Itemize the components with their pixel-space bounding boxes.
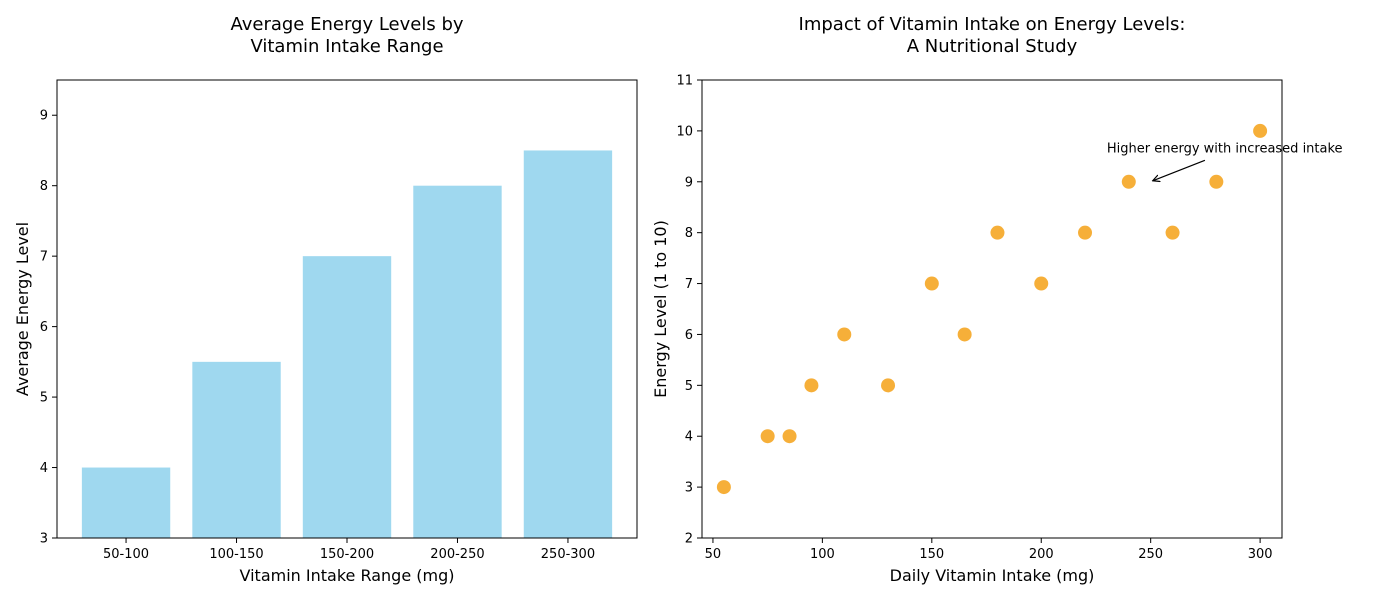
bar-y-tick-label: 9 xyxy=(40,109,48,124)
scatter-y-tick-label: 7 xyxy=(685,277,693,292)
bar-x-ticks: 50-100 100-150 150-200 200-250 250-300 xyxy=(103,538,595,562)
scatter-y-tick-label: 11 xyxy=(676,74,693,89)
bar-50-100 xyxy=(81,467,171,538)
bar-x-tick-label: 50-100 xyxy=(103,547,149,562)
scatter-x-tick-label: 200 xyxy=(1029,547,1054,562)
scatter-marks xyxy=(716,123,1268,495)
scatter-chart: Impact of Vitamin Intake on Energy Level… xyxy=(651,14,1343,585)
scatter-y-tick-label: 6 xyxy=(685,328,693,343)
scatter-point xyxy=(804,378,819,393)
bar-y-ticks: 3 4 5 6 7 8 9 xyxy=(40,109,57,547)
scatter-point xyxy=(782,429,797,444)
scatter-y-axis-label: Energy Level (1 to 10) xyxy=(651,220,670,398)
scatter-point xyxy=(1165,225,1180,240)
bar-chart-title-line-1: Average Energy Levels by xyxy=(230,14,463,35)
scatter-point xyxy=(1078,225,1093,240)
bar-100-150 xyxy=(192,361,281,538)
scatter-x-tick-label: 300 xyxy=(1248,547,1273,562)
scatter-x-tick-label: 100 xyxy=(810,547,835,562)
scatter-x-ticks: 50 100 150 200 250 300 xyxy=(705,538,1273,562)
bar-marks xyxy=(81,150,613,538)
scatter-point xyxy=(1121,174,1136,189)
scatter-y-tick-label: 9 xyxy=(685,175,693,190)
scatter-point xyxy=(924,276,939,291)
scatter-point xyxy=(957,327,972,342)
bar-chart-title-line-2: Vitamin Intake Range xyxy=(250,36,443,57)
annotation-text: Higher energy with increased intake xyxy=(1107,141,1343,156)
scatter-plot-frame xyxy=(701,79,1283,539)
scatter-y-ticks: 2 3 4 5 6 7 8 9 10 11 xyxy=(676,74,702,547)
scatter-point xyxy=(881,378,896,393)
annotation-arrow xyxy=(1153,159,1206,180)
scatter-point xyxy=(990,225,1005,240)
bar-x-tick-label: 150-200 xyxy=(320,547,374,562)
scatter-y-tick-label: 3 xyxy=(685,481,693,496)
bar-y-axis-label: Average Energy Level xyxy=(13,222,32,396)
bar-y-tick-label: 6 xyxy=(40,320,48,335)
bar-y-tick-label: 4 xyxy=(40,461,48,476)
scatter-annotation: Higher energy with increased intake xyxy=(1107,141,1343,180)
scatter-y-tick-label: 8 xyxy=(685,226,693,241)
bar-x-tick-label: 100-150 xyxy=(209,547,263,562)
bar-y-tick-label: 8 xyxy=(40,179,48,194)
bar-plot-frame xyxy=(56,79,638,539)
scatter-x-tick-label: 250 xyxy=(1138,547,1163,562)
bar-x-tick-label: 200-250 xyxy=(430,547,484,562)
bar-x-axis-label: Vitamin Intake Range (mg) xyxy=(240,566,455,585)
scatter-y-tick-label: 2 xyxy=(685,532,693,547)
scatter-chart-title-line-2: A Nutritional Study xyxy=(907,36,1078,57)
scatter-point xyxy=(1034,276,1049,291)
scatter-chart-title-line-1: Impact of Vitamin Intake on Energy Level… xyxy=(799,14,1186,35)
scatter-y-tick-label: 4 xyxy=(685,430,693,445)
bar-chart: Average Energy Levels by Vitamin Intake … xyxy=(13,14,638,585)
bar-x-tick-label: 250-300 xyxy=(541,547,595,562)
scatter-point xyxy=(716,480,731,495)
scatter-y-tick-label: 10 xyxy=(676,124,693,139)
scatter-y-tick-label: 5 xyxy=(685,379,693,394)
bar-150-200 xyxy=(302,256,392,538)
bar-y-tick-label: 3 xyxy=(40,532,48,547)
bar-250-300 xyxy=(523,150,613,538)
scatter-x-tick-label: 150 xyxy=(919,547,944,562)
scatter-point xyxy=(1209,174,1224,189)
scatter-x-axis-label: Daily Vitamin Intake (mg) xyxy=(890,566,1095,585)
scatter-x-tick-label: 50 xyxy=(705,547,722,562)
bar-200-250 xyxy=(413,185,502,538)
bar-y-tick-label: 5 xyxy=(40,391,48,406)
scatter-point xyxy=(837,327,852,342)
scatter-point xyxy=(760,429,775,444)
scatter-point xyxy=(1253,123,1268,138)
bar-y-tick-label: 7 xyxy=(40,250,48,265)
